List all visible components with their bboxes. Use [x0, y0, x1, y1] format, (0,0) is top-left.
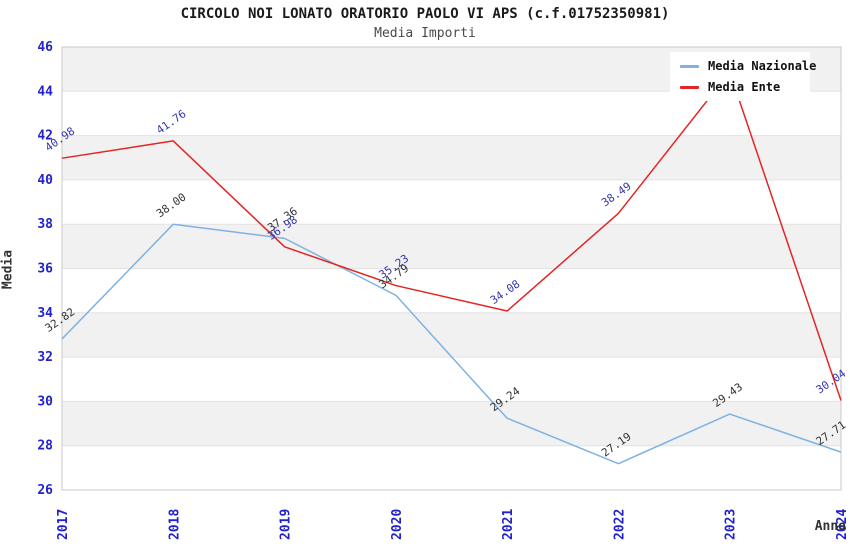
- chart-subtitle: Media Importi: [374, 26, 476, 41]
- y-tick-label: 32: [37, 350, 53, 365]
- legend-label: Media Nazionale: [708, 59, 817, 73]
- legend-swatch-icon: [680, 64, 699, 68]
- legend-item: Media Ente: [680, 80, 800, 94]
- plot-band: [62, 401, 841, 446]
- y-tick-label: 40: [37, 173, 53, 188]
- x-tick-label: 2018: [167, 509, 182, 540]
- x-tick-label: 2021: [501, 509, 516, 540]
- x-tick-label: 2017: [56, 509, 71, 540]
- y-tick-label: 44: [37, 84, 53, 99]
- y-tick-label: 36: [37, 262, 53, 277]
- y-tick-label: 28: [37, 439, 53, 454]
- x-tick-label: 2019: [279, 509, 294, 540]
- y-tick-label: 26: [37, 483, 53, 498]
- legend-item: Media Nazionale: [680, 59, 816, 73]
- data-label: 38.00: [154, 191, 189, 221]
- x-tick-label: 2020: [390, 509, 405, 540]
- data-label: 41.76: [154, 107, 189, 137]
- x-tick-label: 2023: [724, 509, 739, 540]
- chart-title: CIRCOLO NOI LONATO ORATORIO PAOLO VI APS…: [180, 6, 670, 22]
- y-axis-title: Media: [0, 249, 16, 290]
- x-tick-label: 2022: [612, 509, 627, 540]
- y-tick-label: 38: [37, 217, 53, 232]
- legend-label: Media Ente: [708, 80, 781, 94]
- plot-border: [61, 46, 842, 491]
- legend-swatch-icon: [680, 85, 699, 89]
- x-tick-label: 2024: [835, 509, 850, 540]
- data-label: 38.49: [599, 180, 634, 210]
- plot-band: [62, 312, 841, 358]
- plot-band: [62, 135, 841, 180]
- y-tick-label: 34: [37, 306, 53, 321]
- y-tick-label: 30: [37, 394, 53, 409]
- y-tick-label: 42: [37, 129, 53, 144]
- plot-band: [62, 224, 841, 269]
- legend: Media Nazionale Media Ente: [670, 52, 816, 101]
- x-axis-title: Anno: [814, 519, 846, 534]
- y-tick-label: 46: [37, 40, 53, 55]
- series-line-media-nazionale: [61, 223, 842, 465]
